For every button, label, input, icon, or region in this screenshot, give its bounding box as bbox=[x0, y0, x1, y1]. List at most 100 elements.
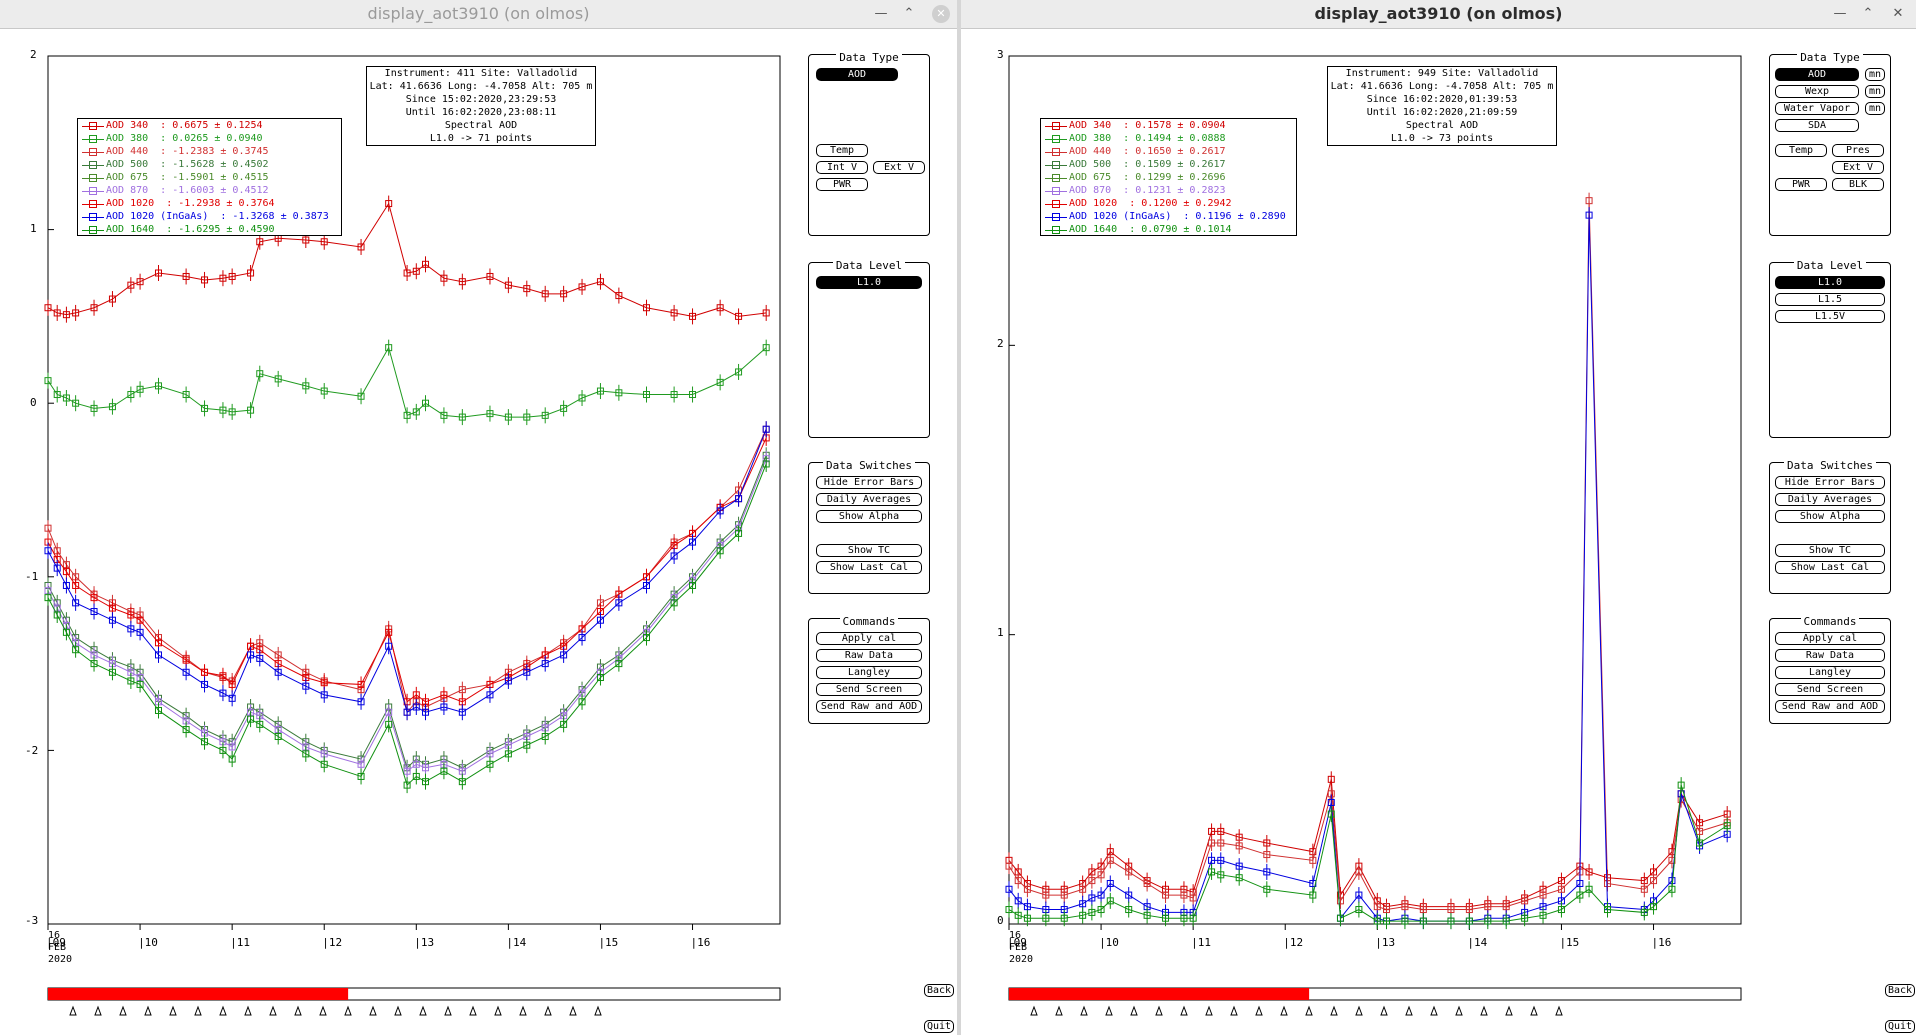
data-point bbox=[1327, 798, 1335, 806]
data-type-panel: Data Type AOD mn Wexp mn Water Vapor mn … bbox=[1769, 51, 1891, 236]
apply-cal-button[interactable]: Apply cal bbox=[1775, 632, 1885, 645]
data-point bbox=[1217, 839, 1225, 847]
send-raw-aod-button[interactable]: Send Raw and AOD bbox=[1775, 700, 1885, 713]
legend-item: AOD 870 : 0.1231 ± 0.2823 bbox=[1045, 184, 1293, 197]
pwr-button[interactable]: PWR bbox=[1775, 178, 1827, 191]
hide-error-bars-button[interactable]: Hide Error Bars bbox=[816, 476, 922, 489]
show-last-cal-button[interactable]: Show Last Cal bbox=[1775, 561, 1885, 574]
show-tc-button[interactable]: Show TC bbox=[1775, 544, 1885, 557]
window-right: display_aot3910 (on olmos) — ⌃ ✕ |09 |10 |… bbox=[961, 0, 1916, 1035]
apply-cal-button[interactable]: Apply cal bbox=[816, 632, 922, 645]
data-point bbox=[486, 760, 494, 768]
data-point bbox=[256, 370, 264, 378]
time-marker-icon bbox=[1355, 1005, 1363, 1016]
back-button[interactable]: Back bbox=[1885, 984, 1915, 997]
pres-button[interactable]: Pres bbox=[1832, 144, 1884, 157]
show-alpha-button[interactable]: Show Alpha bbox=[1775, 510, 1885, 523]
time-marker-icon bbox=[1505, 1005, 1513, 1016]
info-box: Instrument: 949 Site: Valladolid Lat: 41… bbox=[1327, 66, 1557, 146]
data-point bbox=[458, 708, 466, 716]
legend-label: AOD 1020 : 0.1200 ± 0.2942 bbox=[1069, 198, 1232, 209]
data-point bbox=[256, 238, 264, 246]
ext-v-button[interactable]: Ext V bbox=[1832, 161, 1884, 174]
data-point bbox=[735, 312, 743, 320]
data-point bbox=[762, 425, 770, 433]
show-alpha-button[interactable]: Show Alpha bbox=[816, 510, 922, 523]
data-point bbox=[1557, 885, 1565, 893]
legend-marker-icon bbox=[82, 160, 104, 170]
time-marker-icon bbox=[1080, 1005, 1088, 1016]
aod-button[interactable]: AOD bbox=[1775, 68, 1859, 81]
data-point bbox=[1106, 879, 1114, 887]
minimize-icon[interactable]: — bbox=[1833, 6, 1847, 21]
level-l10-button[interactable]: L1.0 bbox=[816, 276, 922, 289]
data-point bbox=[1603, 906, 1611, 914]
sda-button[interactable]: SDA bbox=[1775, 119, 1859, 132]
temp-button[interactable]: Temp bbox=[816, 144, 868, 157]
close-icon[interactable]: ✕ bbox=[1892, 6, 1904, 21]
mn-button[interactable]: mn bbox=[1865, 102, 1885, 115]
data-point bbox=[53, 564, 61, 572]
close-icon[interactable]: ✕ bbox=[932, 5, 950, 23]
mn-button[interactable]: mn bbox=[1865, 85, 1885, 98]
temp-button[interactable]: Temp bbox=[1775, 144, 1827, 157]
x-tick-label: |12 bbox=[322, 936, 342, 949]
quit-button[interactable]: Quit bbox=[924, 1020, 954, 1033]
daily-averages-button[interactable]: Daily Averages bbox=[816, 493, 922, 506]
data-point bbox=[62, 628, 70, 636]
titlebar[interactable]: display_aot3910 (on olmos) — ⌃ ✕ bbox=[0, 0, 957, 29]
time-marker-icon bbox=[1530, 1005, 1538, 1016]
time-marker-icon bbox=[1030, 1005, 1038, 1016]
data-point bbox=[1143, 879, 1151, 887]
wexp-button[interactable]: Wexp bbox=[1775, 85, 1859, 98]
level-l15-button[interactable]: L1.5 bbox=[1775, 293, 1885, 306]
blk-button[interactable]: BLK bbox=[1832, 178, 1884, 191]
legend-item: AOD 1020 (InGaAs) : 0.1196 ± 0.2890 bbox=[1045, 210, 1293, 223]
maximize-icon[interactable]: ⌃ bbox=[1862, 6, 1874, 21]
data-point bbox=[523, 668, 531, 676]
level-l15v-button[interactable]: L1.5V bbox=[1775, 310, 1885, 323]
hide-error-bars-button[interactable]: Hide Error Bars bbox=[1775, 476, 1885, 489]
legend-item: AOD 1640 : -1.6295 ± 0.4590 bbox=[82, 223, 338, 236]
legend-item: AOD 380 : 0.0265 ± 0.0940 bbox=[82, 132, 338, 145]
legend-marker-icon bbox=[1045, 147, 1067, 157]
int-v-button[interactable]: Int V bbox=[816, 161, 868, 174]
show-tc-button[interactable]: Show TC bbox=[816, 544, 922, 557]
minimize-icon[interactable]: — bbox=[874, 6, 888, 21]
langley-button[interactable]: Langley bbox=[816, 666, 922, 679]
show-last-cal-button[interactable]: Show Last Cal bbox=[816, 561, 922, 574]
send-screen-button[interactable]: Send Screen bbox=[816, 683, 922, 696]
legend-label: AOD 380 : 0.1494 ± 0.0888 bbox=[1069, 133, 1226, 144]
water-vapor-button[interactable]: Water Vapor bbox=[1775, 102, 1859, 115]
send-raw-aod-button[interactable]: Send Raw and AOD bbox=[816, 700, 922, 713]
legend-marker-icon bbox=[1045, 160, 1067, 170]
mn-button[interactable]: mn bbox=[1865, 68, 1885, 81]
data-point bbox=[127, 611, 135, 619]
ext-v-button[interactable]: Ext V bbox=[873, 161, 925, 174]
quit-button[interactable]: Quit bbox=[1885, 1020, 1915, 1033]
time-marker-icon bbox=[344, 1005, 352, 1016]
data-point bbox=[1162, 891, 1170, 899]
legend-marker-icon bbox=[1045, 212, 1067, 222]
aod-button[interactable]: AOD bbox=[816, 68, 898, 81]
x-tick-label: |13 bbox=[1375, 936, 1395, 949]
daily-averages-button[interactable]: Daily Averages bbox=[1775, 493, 1885, 506]
langley-button[interactable]: Langley bbox=[1775, 666, 1885, 679]
level-l10-button[interactable]: L1.0 bbox=[1775, 276, 1885, 289]
data-point bbox=[72, 646, 80, 654]
send-screen-button[interactable]: Send Screen bbox=[1775, 683, 1885, 696]
panel-title: Data Level bbox=[832, 259, 906, 272]
data-point bbox=[182, 668, 190, 676]
window-left: display_aot3910 (on olmos) — ⌃ ✕ |09 |10 |… bbox=[0, 0, 957, 1035]
info-line: Spectral AOD bbox=[444, 120, 518, 131]
back-button[interactable]: Back bbox=[924, 984, 954, 997]
titlebar[interactable]: display_aot3910 (on olmos) — ⌃ ✕ bbox=[961, 0, 1916, 29]
pwr-button[interactable]: PWR bbox=[816, 178, 868, 191]
time-marker-icon bbox=[1430, 1005, 1438, 1016]
data-point bbox=[596, 278, 604, 286]
raw-data-button[interactable]: Raw Data bbox=[1775, 649, 1885, 662]
raw-data-button[interactable]: Raw Data bbox=[816, 649, 922, 662]
x-tick-label: |11 bbox=[230, 936, 250, 949]
data-point bbox=[1401, 903, 1409, 911]
maximize-icon[interactable]: ⌃ bbox=[903, 6, 915, 21]
